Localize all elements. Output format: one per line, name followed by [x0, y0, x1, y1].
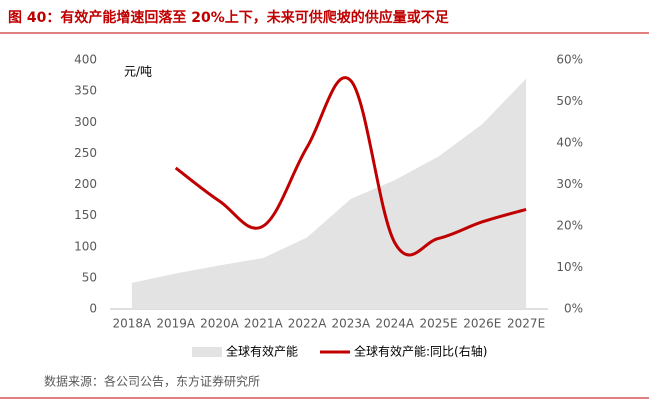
chart-title: 图 40：有效产能增速回落至 20%上下，未来可供爬坡的供应量或不足 — [8, 9, 450, 26]
legend-swatch — [192, 347, 222, 357]
y2-tick-label: 20% — [556, 219, 583, 233]
y-tick-label: 50 — [82, 270, 97, 284]
x-tick-label: 2026E — [463, 317, 501, 331]
y-tick-label: 400 — [74, 53, 97, 67]
x-tick-label: 2020A — [200, 317, 240, 331]
y-tick-label: 200 — [74, 177, 97, 191]
y-tick-label: 0 — [89, 302, 97, 316]
y-tick-label: 300 — [74, 115, 97, 129]
y-tick-label: 250 — [74, 146, 97, 160]
x-tick-label: 2021A — [244, 317, 284, 331]
x-tick-label: 2024A — [375, 317, 415, 331]
x-tick-label: 2025E — [419, 317, 457, 331]
area — [131, 78, 527, 309]
y2-tick-label: 50% — [556, 94, 583, 108]
x-tick-label: 2019A — [156, 317, 196, 331]
y2-tick-label: 60% — [556, 53, 583, 67]
source: 数据来源：各公司公告，东方证券研究所 — [44, 374, 260, 389]
x-tick-label: 2018A — [113, 317, 153, 331]
y-unit-label: 元/吨 — [124, 65, 152, 79]
y-tick-label: 350 — [74, 84, 97, 98]
y-tick-label: 150 — [74, 208, 97, 222]
y2-tick-label: 40% — [556, 136, 583, 150]
y2-tick-label: 0% — [564, 302, 583, 316]
y-tick-label: 100 — [74, 239, 97, 253]
y2-tick-label: 30% — [556, 177, 583, 191]
legend-label: 全球有效产能 — [226, 344, 298, 359]
y2-tick-label: 10% — [556, 260, 583, 274]
x-tick-label: 2023A — [332, 317, 372, 331]
x-tick-label: 2022A — [288, 317, 328, 331]
legend-label: 全球有效产能:同比(右轴) — [354, 344, 487, 359]
x-tick-label: 2027E — [507, 317, 545, 331]
line — [174, 76, 527, 257]
